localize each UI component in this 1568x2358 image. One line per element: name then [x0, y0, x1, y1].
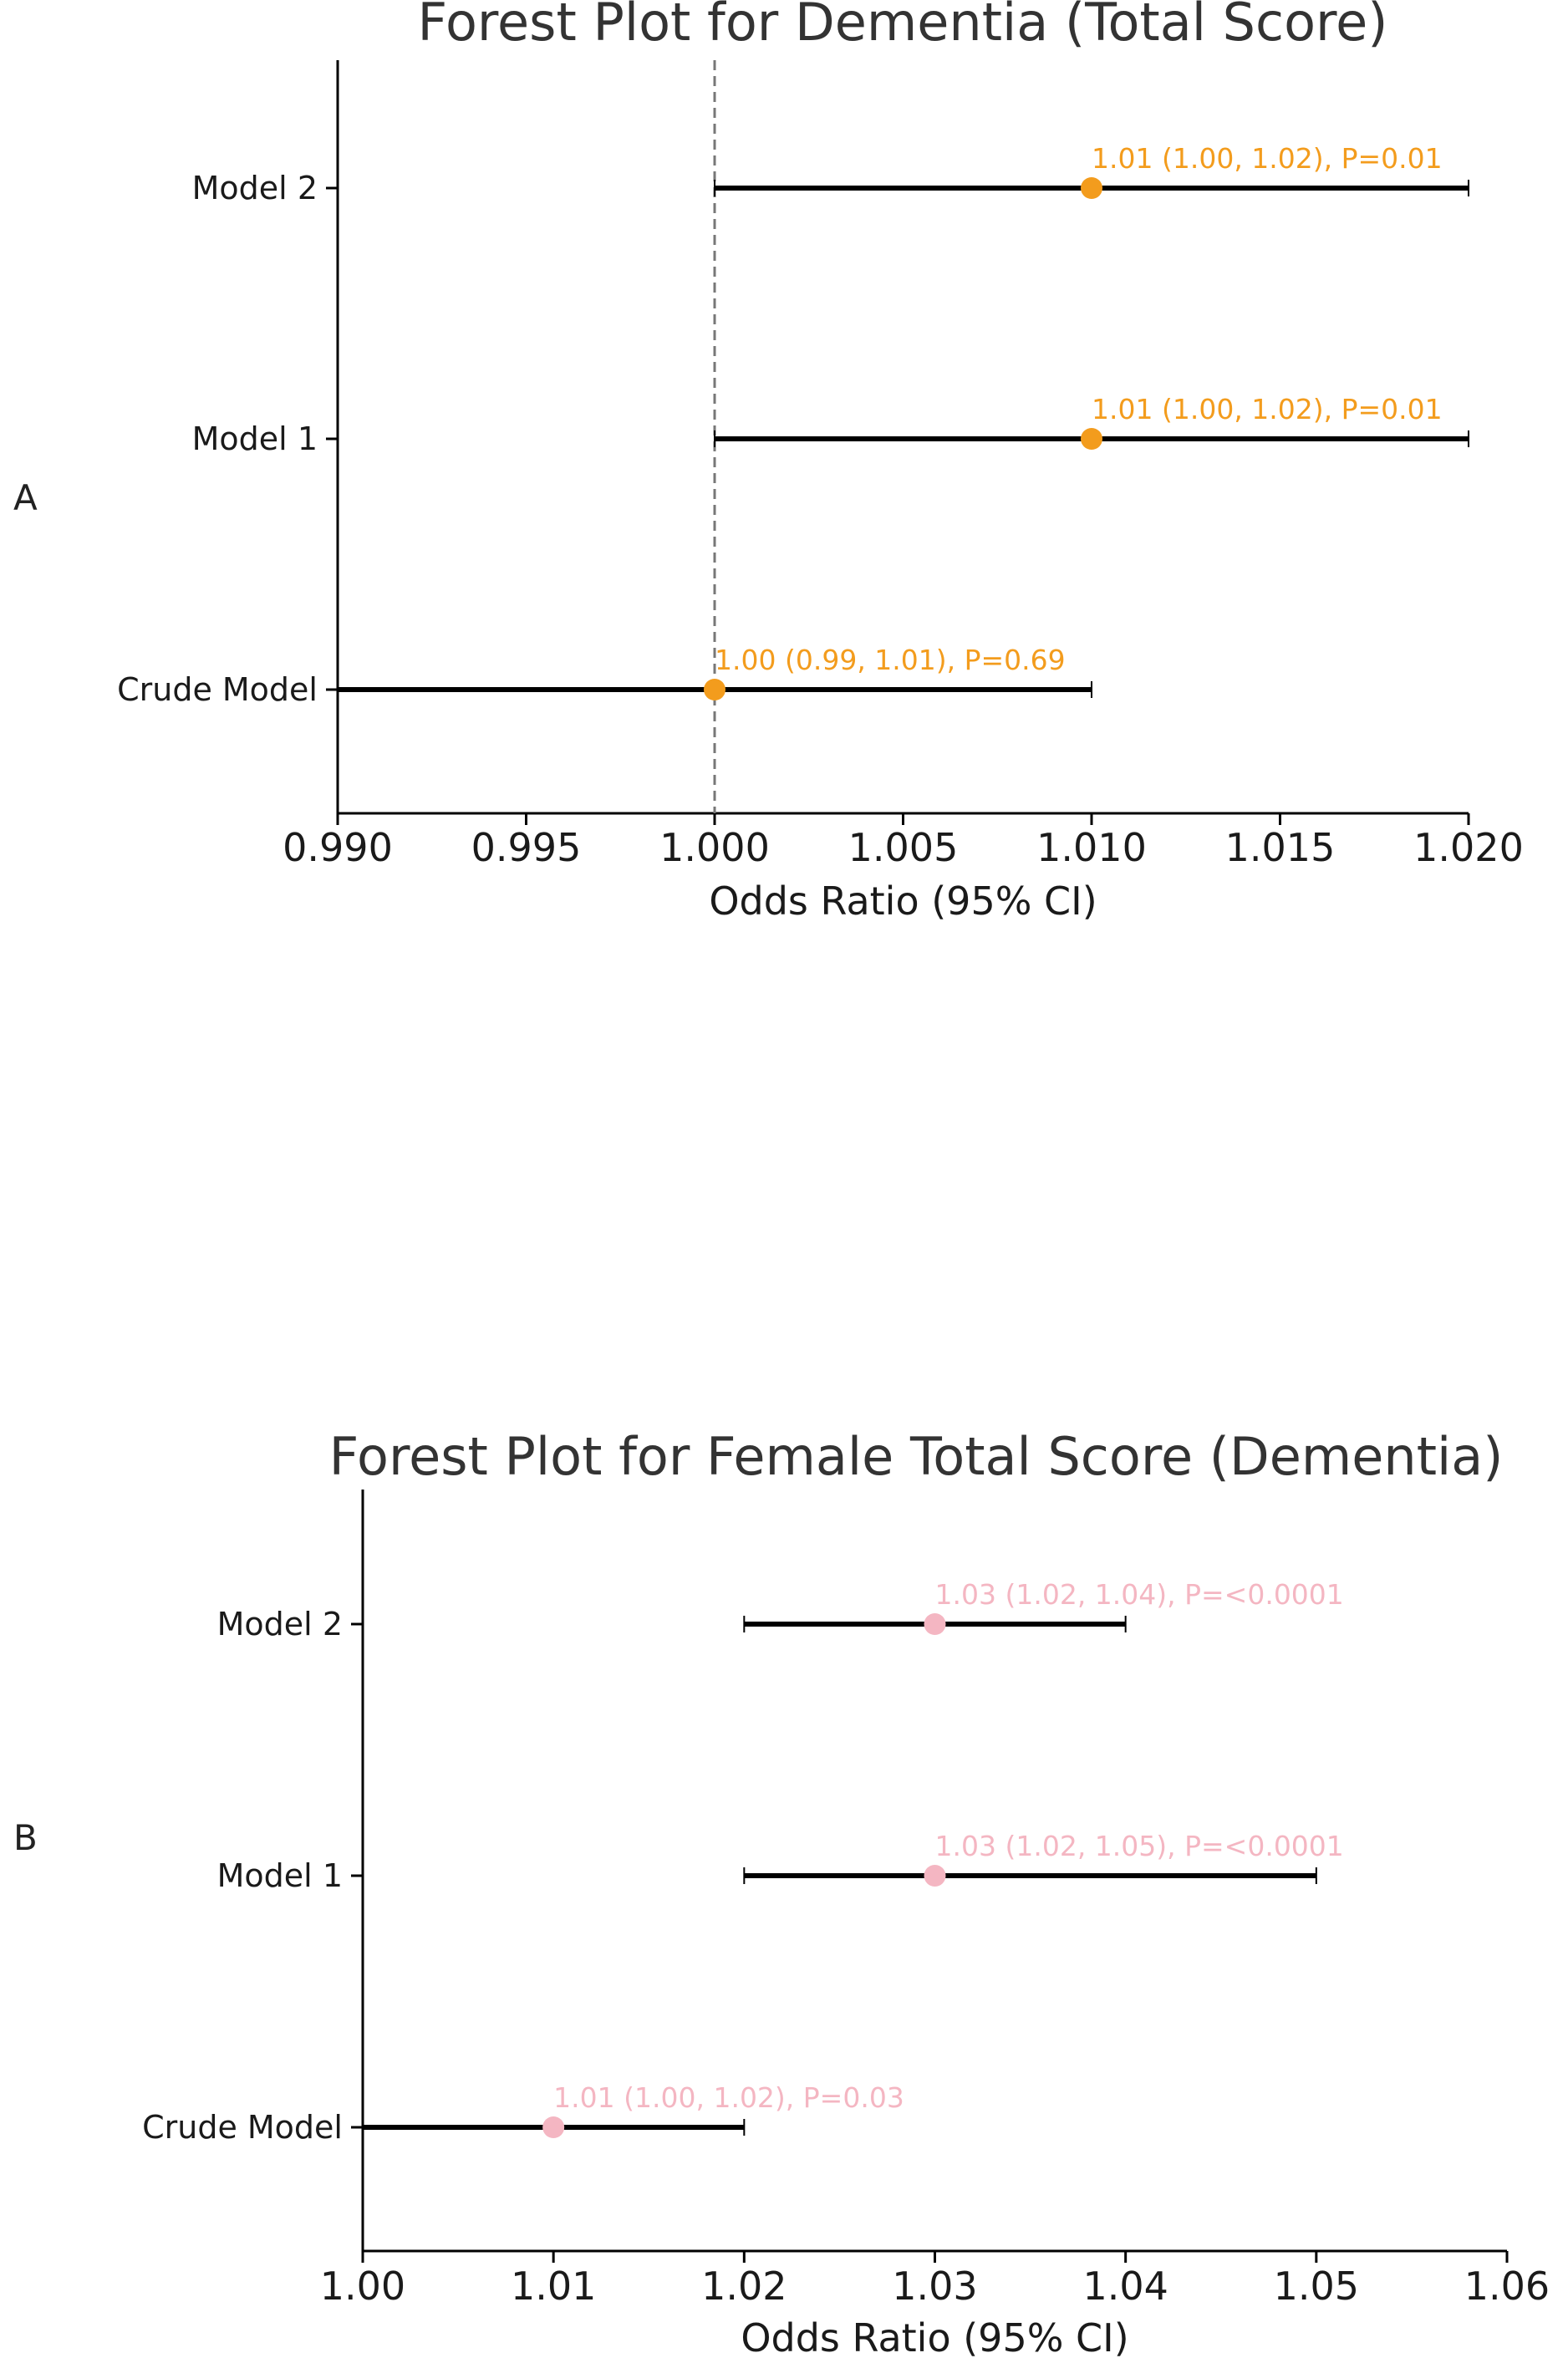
x-tick-label: 1.005 [848, 825, 959, 870]
x-tick-label: 1.06 [1464, 2264, 1550, 2309]
or-point [924, 1865, 946, 1887]
or-point [924, 1613, 946, 1635]
data-label: 1.03 (1.02, 1.05), P=<0.0001 [935, 1830, 1344, 1862]
x-tick-label: 1.03 [892, 2264, 977, 2309]
x-tick-label: 1.00 [320, 2264, 405, 2309]
x-tick-label: 1.02 [701, 2264, 787, 2309]
data-label: 1.01 (1.00, 1.02), P=0.01 [1092, 142, 1443, 175]
y-tick-label: Crude Model [117, 671, 318, 708]
x-tick-label: 1.000 [659, 825, 770, 870]
y-tick-label: Model 1 [192, 420, 318, 457]
data-label: 1.03 (1.02, 1.04), P=<0.0001 [935, 1578, 1344, 1611]
or-point [542, 2116, 565, 2138]
data-label: 1.01 (1.00, 1.02), P=0.03 [553, 2081, 904, 2114]
chart-title: Forest Plot for Dementia (Total Score) [418, 0, 1388, 53]
panel-label: A [13, 477, 38, 518]
or-point [704, 679, 725, 700]
data-label: 1.01 (1.00, 1.02), P=0.01 [1092, 393, 1443, 425]
chart-title: Forest Plot for Female Total Score (Deme… [329, 1426, 1504, 1487]
chart-panel-a: Forest Plot for Dementia (Total Score) A 0… [13, 0, 1524, 924]
chart-panel-b: Forest Plot for Female Total Score (Deme… [13, 1426, 1550, 2358]
y-tick-label: Model 1 [217, 1857, 343, 1894]
x-tick-label: 1.020 [1413, 825, 1524, 870]
x-tick-label: 1.04 [1082, 2264, 1168, 2309]
x-axis-label: Odds Ratio (95% CI) [709, 879, 1097, 924]
x-axis-label: Odds Ratio (95% CI) [741, 2315, 1128, 2358]
x-tick-label: 0.990 [283, 825, 393, 870]
or-point [1081, 428, 1102, 450]
x-tick-label: 0.995 [471, 825, 582, 870]
x-tick-label: 1.015 [1225, 825, 1336, 870]
y-tick-label: Model 2 [192, 170, 318, 206]
x-tick-label: 1.01 [511, 2264, 596, 2309]
x-tick-label: 1.010 [1036, 825, 1147, 870]
or-point [1081, 177, 1102, 199]
panel-label: B [13, 1817, 38, 1858]
y-tick-label: Model 2 [217, 1606, 343, 1642]
x-tick-label: 1.05 [1274, 2264, 1359, 2309]
data-label: 1.00 (0.99, 1.01), P=0.69 [715, 644, 1066, 676]
y-tick-label: Crude Model [142, 2109, 343, 2146]
